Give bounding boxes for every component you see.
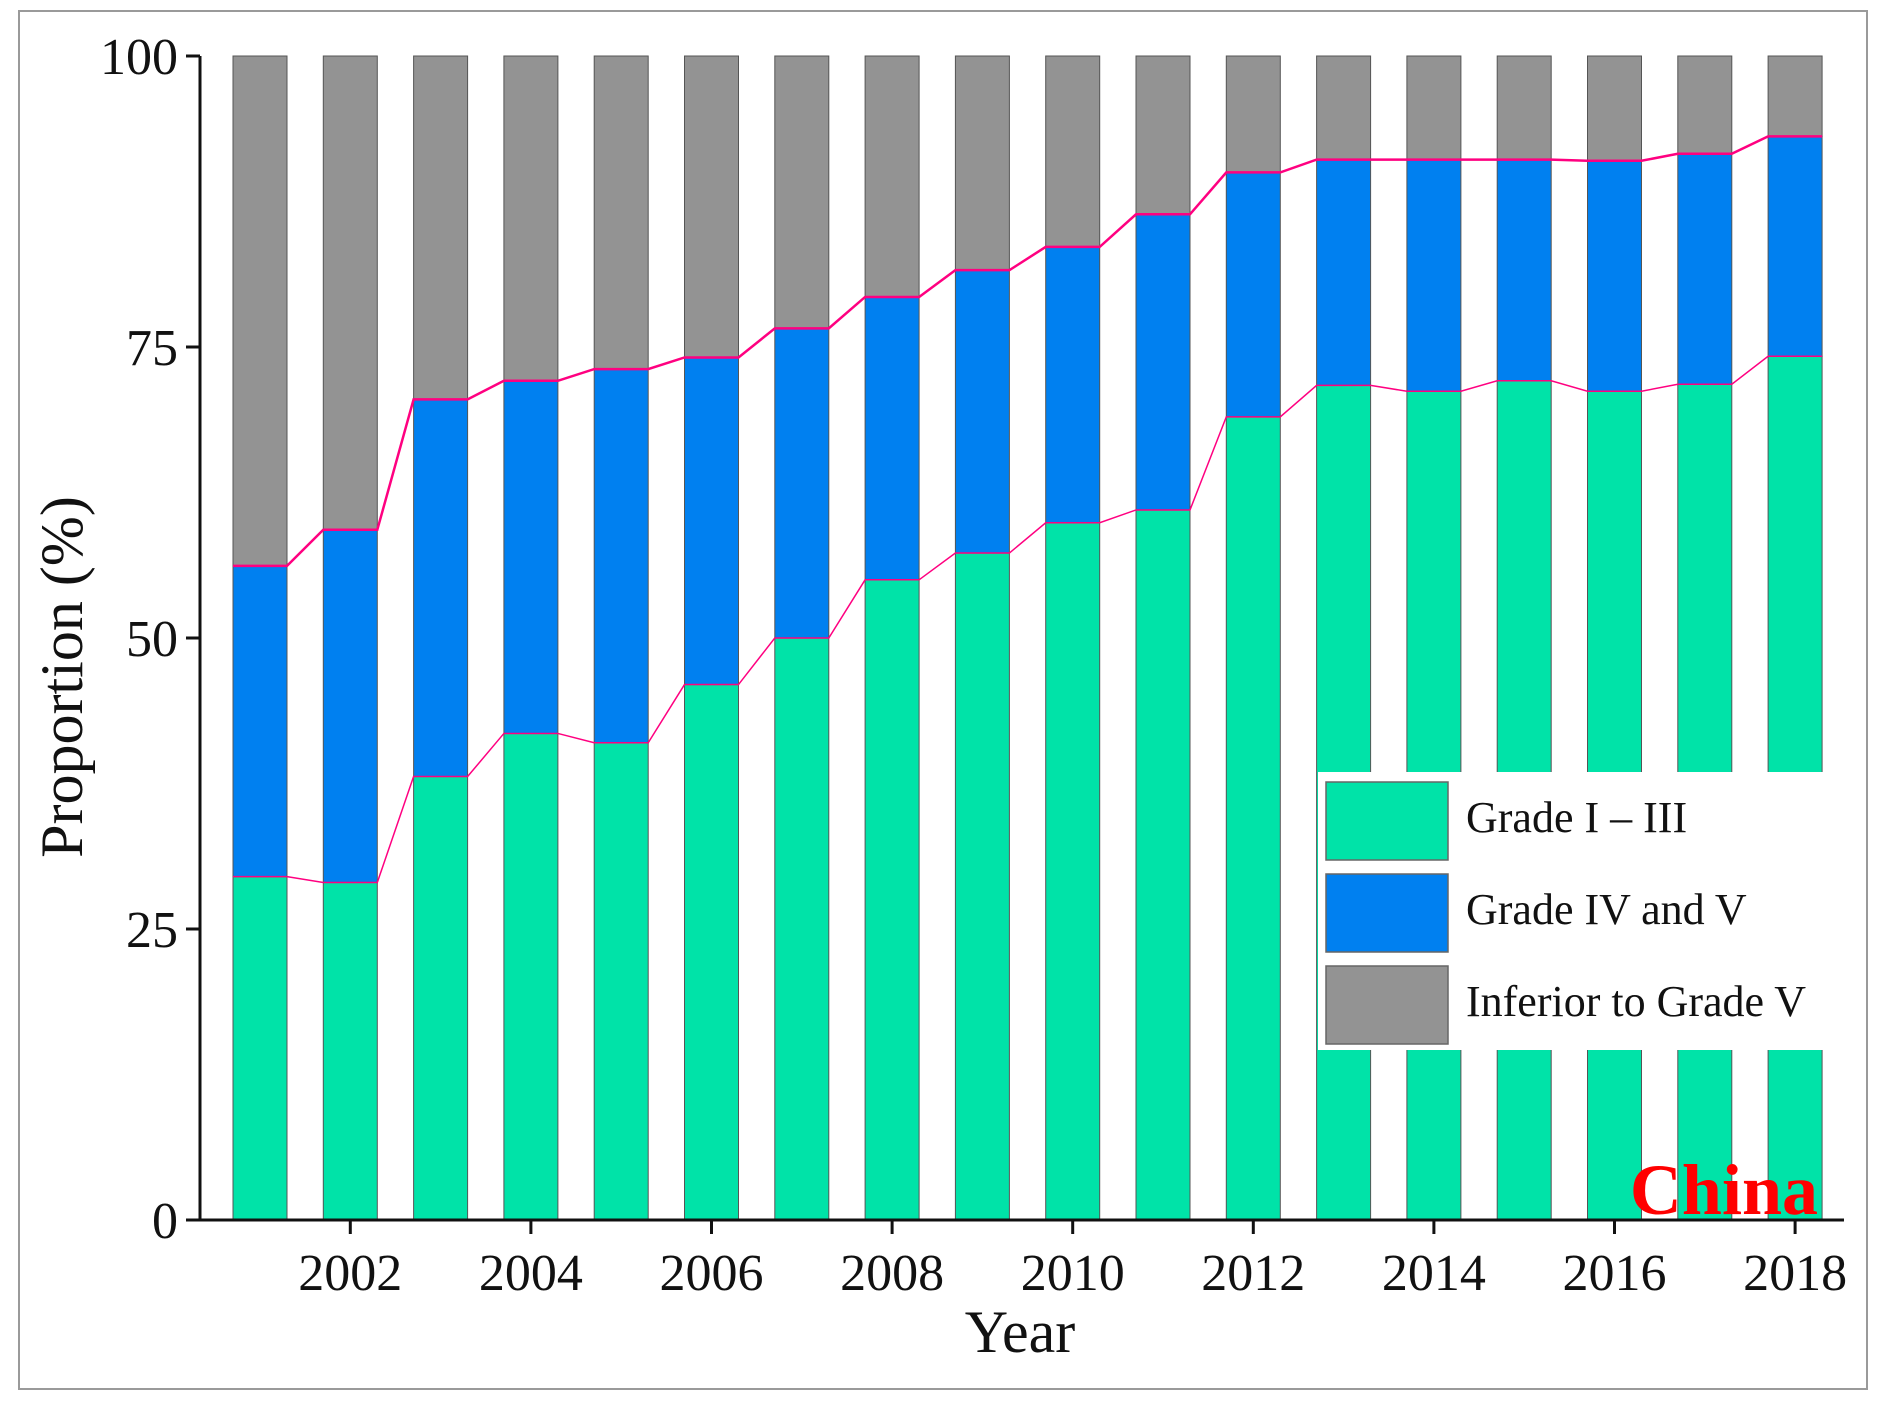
bars-layer <box>232 55 1823 1221</box>
y-tick-label: 75 <box>126 320 178 377</box>
bar-2012-series-1 <box>1225 171 1281 418</box>
trend-line-series-1 <box>233 135 1823 568</box>
trend-line-series-0 <box>233 355 1823 884</box>
y-tick-label: 100 <box>100 29 178 86</box>
bar-2001-series-0 <box>232 876 288 1221</box>
bar-2011-series-0 <box>1135 509 1191 1221</box>
bar-2014-series-1 <box>1406 159 1462 392</box>
legend-swatch-1 <box>1325 873 1449 953</box>
bar-2018-series-2 <box>1767 55 1823 137</box>
bar-2016-series-1 <box>1587 160 1642 392</box>
x-tick-label: 2014 <box>1382 1245 1486 1302</box>
legend-label-0: Grade I – III <box>1466 793 1687 842</box>
bar-2009-series-2 <box>954 55 1010 271</box>
bar-2005-series-1 <box>593 368 649 744</box>
bar-2009-series-0 <box>954 552 1010 1221</box>
x-ticks: 2002 2004 2006 2008 2010 2012 2014 2016 2018 <box>298 1220 1847 1302</box>
bar-2013-series-1 <box>1316 159 1372 386</box>
bar-2013-series-2 <box>1316 55 1372 161</box>
x-tick-label: 2018 <box>1743 1245 1847 1302</box>
bar-2007-series-2 <box>774 55 830 329</box>
legend-swatch-0 <box>1325 781 1449 861</box>
bar-2001-series-1 <box>232 565 288 878</box>
country-label: China <box>1630 1150 1818 1230</box>
bar-2014-series-2 <box>1406 55 1462 161</box>
bar-2015-series-1 <box>1496 159 1552 382</box>
bar-2003-series-1 <box>413 398 469 778</box>
bar-2004-series-0 <box>503 732 559 1221</box>
x-axis-title: Year <box>965 1299 1076 1365</box>
legend-label-2: Inferior to Grade V <box>1466 977 1806 1026</box>
bar-2017-series-2 <box>1677 55 1733 155</box>
x-tick-label: 2010 <box>1021 1245 1125 1302</box>
y-axis-title: Proportion (%) <box>29 496 95 858</box>
bar-2015-series-2 <box>1496 55 1552 161</box>
legend-swatch-2 <box>1325 965 1449 1045</box>
bar-2012-series-2 <box>1225 55 1281 173</box>
bar-2010-series-1 <box>1045 246 1101 524</box>
bar-2004-series-2 <box>503 55 559 382</box>
legend: Grade I – III Grade IV and V Inferior to G… <box>1318 772 1858 1050</box>
y-tick-label: 25 <box>126 902 178 959</box>
bar-2002-series-1 <box>322 529 378 883</box>
bar-2006-series-2 <box>684 55 739 358</box>
bar-2017-series-1 <box>1677 153 1733 385</box>
bar-2008-series-0 <box>864 579 920 1221</box>
figure-frame: 0 25 50 75 100 2002 2004 2006 2008 2010 2012 2014 2… <box>18 10 1868 1390</box>
bar-2006-series-0 <box>684 684 739 1221</box>
x-tick-label: 2012 <box>1201 1245 1305 1302</box>
legend-label-1: Grade IV and V <box>1466 885 1747 934</box>
bar-2004-series-1 <box>503 380 559 734</box>
bar-2012-series-0 <box>1225 416 1281 1221</box>
y-tick-label: 0 <box>152 1193 178 1250</box>
bar-2011-series-2 <box>1135 55 1191 215</box>
bar-2018-series-1 <box>1767 135 1823 357</box>
x-tick-label: 2006 <box>660 1245 764 1302</box>
x-tick-label: 2016 <box>1563 1245 1667 1302</box>
bar-2008-series-1 <box>864 296 920 581</box>
bar-2002-series-2 <box>322 55 378 531</box>
x-tick-label: 2008 <box>840 1245 944 1302</box>
bar-2005-series-0 <box>593 742 649 1221</box>
bar-2009-series-1 <box>954 269 1010 554</box>
bar-2007-series-1 <box>774 327 830 639</box>
bar-2003-series-2 <box>413 55 469 400</box>
bar-2011-series-1 <box>1135 213 1191 511</box>
bar-2008-series-2 <box>864 55 920 298</box>
bar-2005-series-2 <box>593 55 649 370</box>
y-tick-label: 50 <box>126 611 178 668</box>
y-ticks: 0 25 50 75 100 <box>100 29 200 1250</box>
x-tick-label: 2004 <box>479 1245 583 1302</box>
bar-2016-series-2 <box>1587 55 1642 162</box>
trend-lines-layer <box>233 135 1823 884</box>
bar-2007-series-0 <box>774 637 830 1221</box>
x-tick-label: 2002 <box>298 1245 402 1302</box>
bar-2010-series-2 <box>1045 55 1101 248</box>
bar-2003-series-0 <box>413 776 469 1221</box>
bar-2010-series-0 <box>1045 522 1101 1221</box>
bar-2002-series-0 <box>322 881 378 1221</box>
bar-2001-series-2 <box>232 55 288 567</box>
bar-2006-series-1 <box>684 356 739 686</box>
